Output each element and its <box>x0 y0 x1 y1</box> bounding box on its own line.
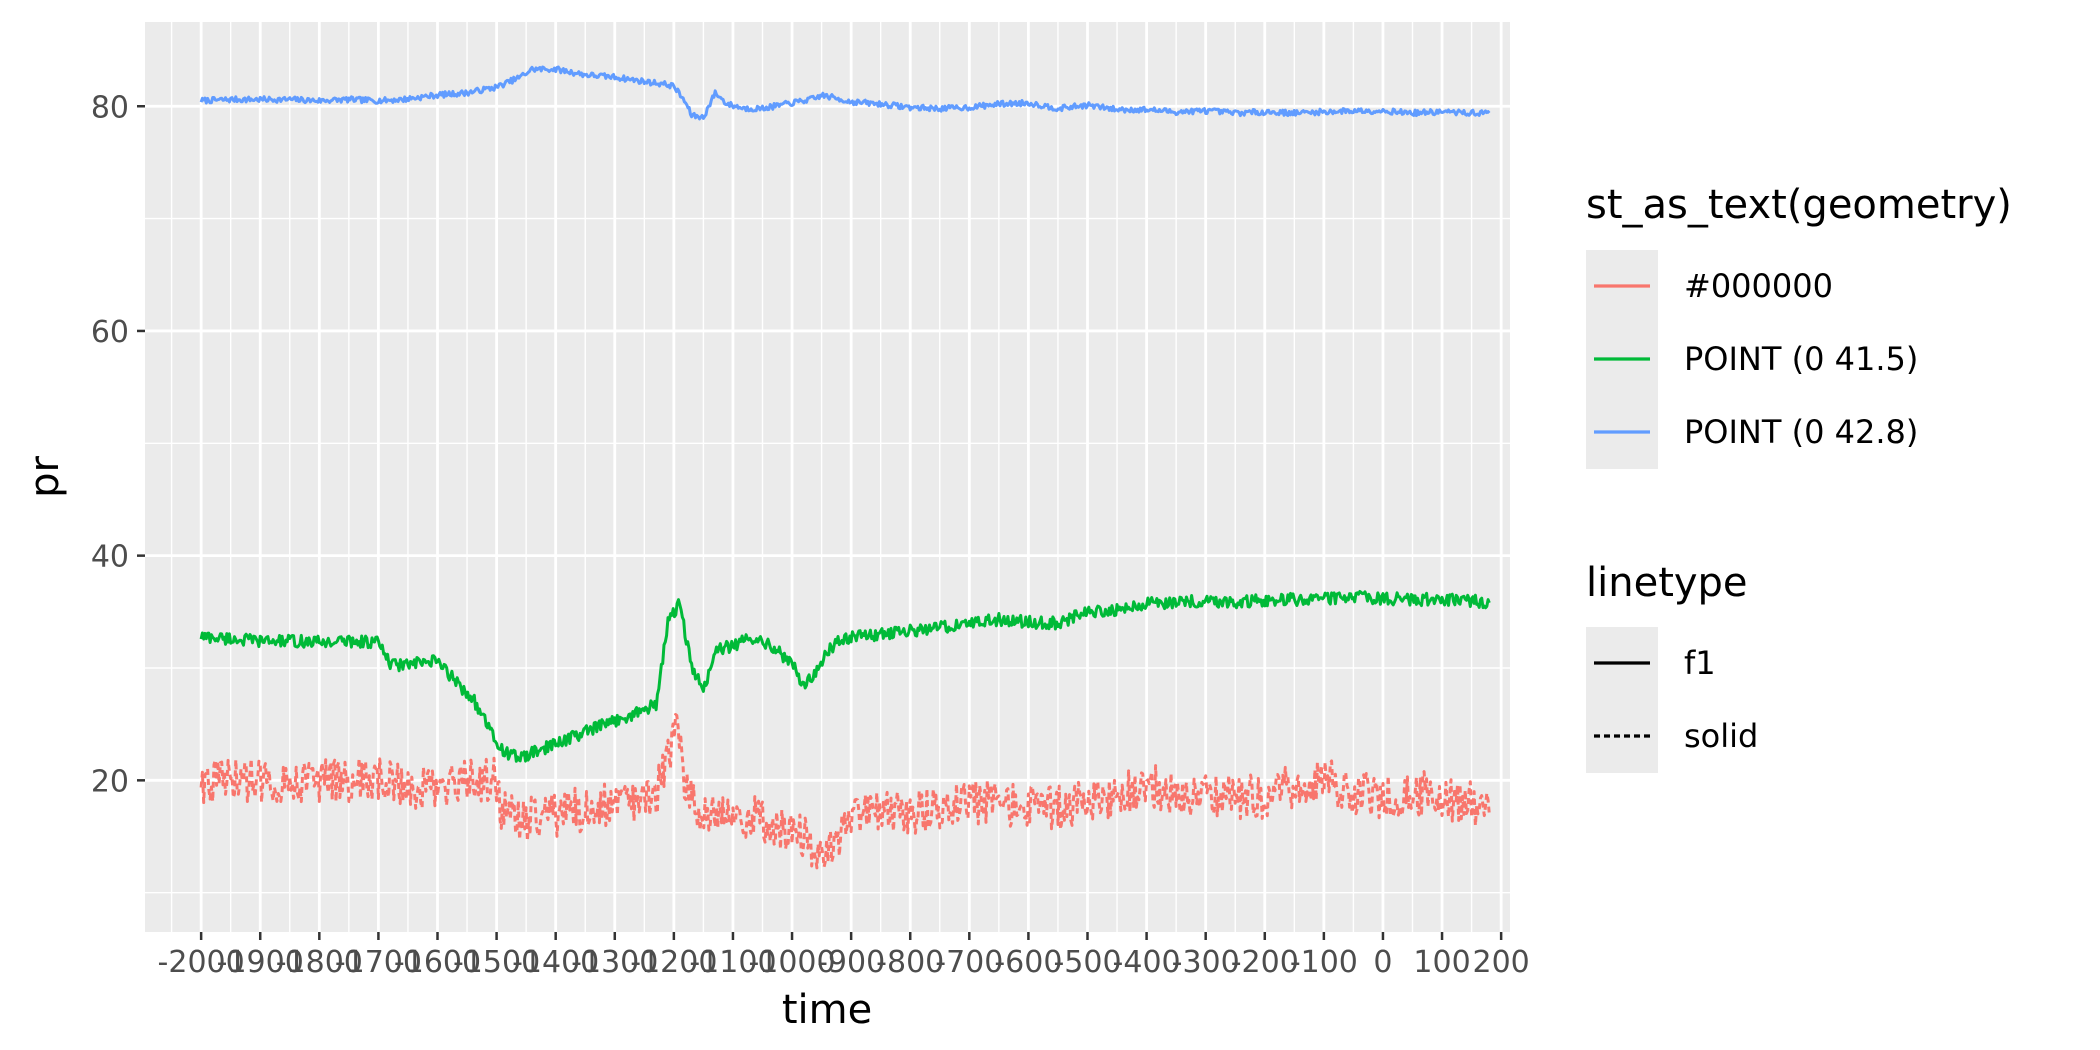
y-tick-label: 80 <box>91 90 129 125</box>
series-layer <box>199 65 1491 870</box>
y-tick-label: 40 <box>91 540 129 575</box>
x-tick-label: -1000 <box>748 945 835 980</box>
x-tick-label: -900 <box>817 945 885 980</box>
x-tick-label: 100 <box>1413 945 1470 980</box>
x-tick-label: -1700 <box>335 945 422 980</box>
x-tick-label: 0 <box>1373 945 1392 980</box>
legend-label: f1 <box>1684 644 1716 682</box>
x-tick-label: -1500 <box>453 945 540 980</box>
series-line <box>199 713 1491 870</box>
y-axis-title: pr <box>22 456 68 498</box>
y-tick-label: 20 <box>91 764 129 799</box>
x-tick-label: -600 <box>994 945 1062 980</box>
x-tick-label: -1400 <box>512 945 599 980</box>
x-tick-label: -200 <box>1231 945 1299 980</box>
x-tick-label: -1200 <box>630 945 717 980</box>
legend-label: POINT (0 42.8) <box>1684 413 1918 451</box>
y-tick-label: 60 <box>91 315 129 350</box>
x-tick-label: -1900 <box>217 945 304 980</box>
legend-label: POINT (0 41.5) <box>1684 340 1918 378</box>
x-tick-label: -400 <box>1113 945 1181 980</box>
x-tick-label: -1100 <box>689 945 776 980</box>
x-tick-label: 200 <box>1473 945 1530 980</box>
legend-title: st_as_text(geometry) <box>1586 182 2012 228</box>
series-line <box>199 590 1491 763</box>
x-tick-label: -1600 <box>394 945 481 980</box>
x-tick-label: -100 <box>1290 945 1358 980</box>
x-tick-label: -800 <box>876 945 944 980</box>
x-tick-label: -500 <box>1053 945 1121 980</box>
x-axis-title: time <box>782 987 872 1033</box>
legend-layer: st_as_text(geometry) #000000 POINT (0 41.5… <box>1586 182 2012 773</box>
axis-layer: 20406080-2000-1900-1800-1700-1600-1500-1… <box>91 90 1530 980</box>
legend-label: #000000 <box>1684 267 1833 305</box>
legend-label: solid <box>1684 717 1758 755</box>
legend-title: linetype <box>1586 560 1748 606</box>
x-tick-label: -1800 <box>276 945 363 980</box>
x-tick-label: -1300 <box>571 945 658 980</box>
x-tick-label: -300 <box>1172 945 1240 980</box>
x-tick-label: -700 <box>935 945 1003 980</box>
series-line <box>199 65 1491 121</box>
x-tick-label: -2000 <box>158 945 245 980</box>
